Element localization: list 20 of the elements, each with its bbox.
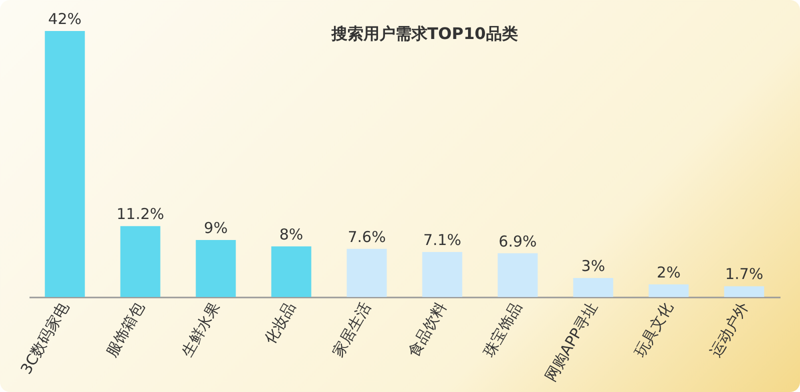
data-label: 7.6% xyxy=(348,228,386,246)
data-label: 7.1% xyxy=(423,231,462,250)
data-label: 1.7% xyxy=(725,265,764,284)
chart-title: 搜索用户需求TOP10品类 xyxy=(330,24,518,43)
data-label: 11.2% xyxy=(116,205,164,224)
x-tick-label: 服饰箱包 xyxy=(102,299,148,360)
x-tick-label: 家居生活 xyxy=(328,299,375,360)
x-tick-label: 珠宝饰品 xyxy=(480,299,526,360)
data-label: 42% xyxy=(48,10,82,28)
x-tick-label: 化妆品 xyxy=(260,299,300,347)
x-tick-label: 3C数码家电 xyxy=(17,299,73,378)
x-tick-label: 生鲜水果 xyxy=(178,299,224,360)
data-label: 3% xyxy=(581,257,606,275)
x-tick-label: 运动户外 xyxy=(706,299,752,360)
data-label: 9% xyxy=(204,219,228,237)
data-label: 2% xyxy=(656,263,681,282)
x-tick-label: 玩具文化 xyxy=(630,299,676,360)
data-label: 8% xyxy=(279,225,304,244)
data-label: 6.9% xyxy=(498,232,537,250)
x-tick-label: 食品饮料 xyxy=(404,299,450,360)
